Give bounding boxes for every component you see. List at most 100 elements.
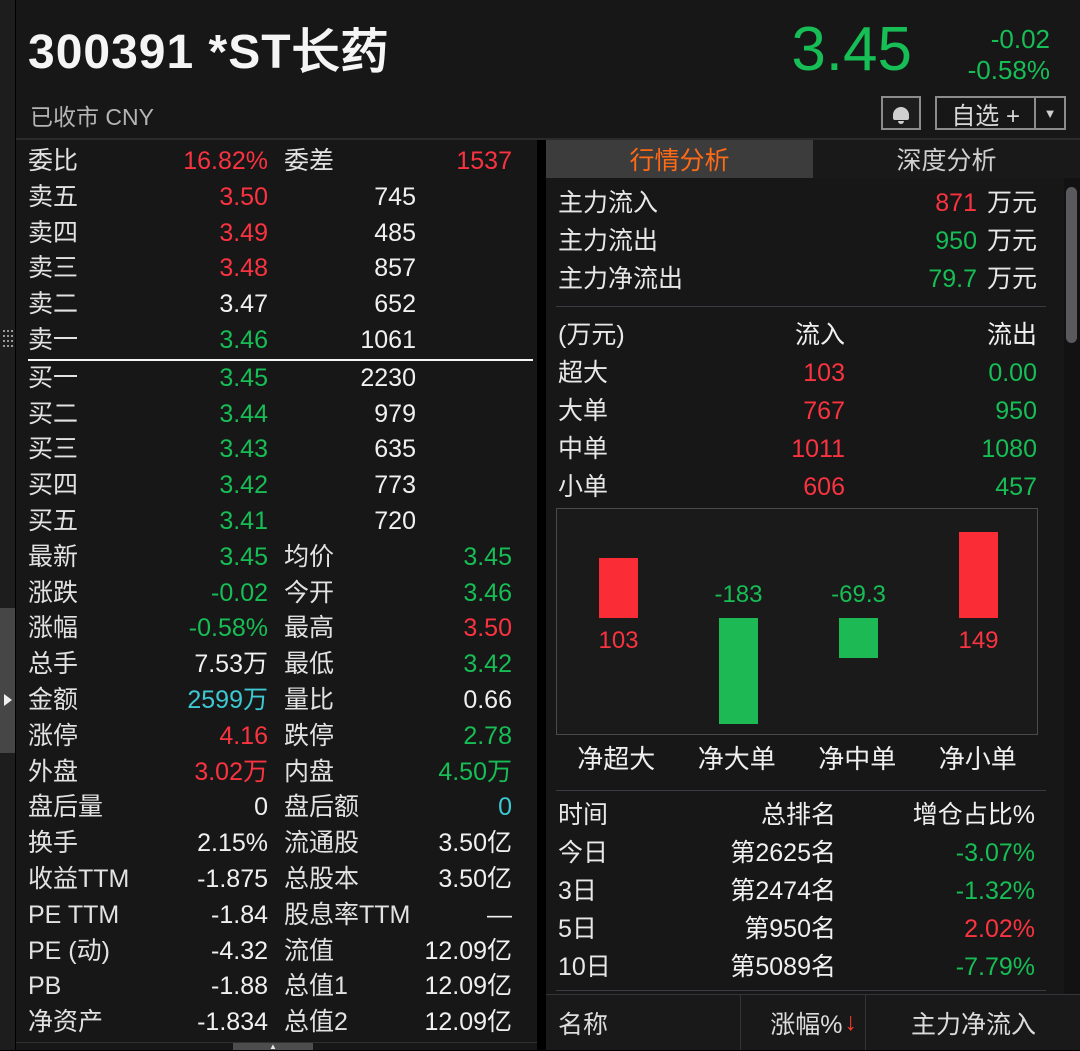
net-flow-bar-净超大	[599, 558, 638, 618]
stat-value: 3.50亿	[438, 829, 512, 858]
watchlist-button-group: 自选 + ▼	[935, 96, 1066, 130]
ask-volume: 857	[374, 254, 416, 283]
stat-row: 净资产 -1.834 总值2 12.09亿	[16, 1005, 537, 1041]
quote-rows: 委比 16.82% 委差 1537 卖五 3.50 745 卖四 3.49 485 卖三 3.48 85…	[16, 144, 537, 1041]
chevron-down-icon: ▼	[1043, 105, 1057, 121]
stat-label: 盘后额	[284, 793, 360, 822]
stat-value: -0.02	[211, 578, 268, 607]
column-change-pct[interactable]: 涨幅% ↓	[740, 995, 866, 1050]
order-size-label: 超大	[558, 359, 609, 387]
flow-unit: 万元	[987, 227, 1038, 255]
bell-icon	[893, 106, 910, 124]
ranking-rank: 第2625名	[730, 839, 836, 867]
main-flow-summary: 主力流入 871 万元 主力流出 950 万元 主力净流出 79.7 万元	[546, 184, 1040, 298]
stat-value: 3.45	[219, 542, 268, 571]
ranking-pct: -1.32%	[955, 877, 1035, 905]
header: 300391 *ST长药 已收市 CNY 3.45 -0.02 -0.58% 自…	[16, 0, 1080, 140]
sort-desc-arrow-icon: ↓	[844, 1008, 858, 1036]
stat-label: 盘后量	[28, 793, 104, 822]
orderbook-mid-separator	[28, 358, 533, 361]
ranking-rank: 第5089名	[730, 953, 836, 981]
stat-value: -0.58%	[188, 614, 268, 643]
ask-row: 卖四 3.49 485	[16, 216, 537, 252]
ask-volume: 652	[374, 290, 416, 319]
bid-price: 3.44	[219, 399, 268, 428]
net-flow-bar-value: 103	[598, 627, 639, 654]
bid-row: 买五 3.41 720	[16, 504, 537, 540]
ranking-table: 时间 总排名 增仓占比% 今日 第2625名 -3.07% 3日 第2474名 -1.32% 5日…	[546, 796, 1040, 986]
weibi-weicha-row: 委比 16.82% 委差 1537	[16, 144, 537, 180]
ask-level-label: 卖三	[28, 254, 79, 283]
quote-panel: 委比 16.82% 委差 1537 卖五 3.50 745 卖四 3.49 485 卖三 3.48 85…	[16, 140, 537, 1051]
watchlist-dropdown-button[interactable]: ▼	[1036, 96, 1066, 130]
bid-level-label: 买四	[28, 471, 79, 500]
inflow-value: 103	[803, 359, 845, 387]
stat-row: 涨幅 -0.58% 最高 3.50	[16, 611, 537, 647]
stat-label: 涨幅	[28, 614, 79, 643]
flow-unit: 万元	[987, 189, 1038, 217]
flow-table-row: 大单 767 950	[546, 392, 1040, 430]
stat-row: 涨停 4.16 跌停 2.78	[16, 719, 537, 755]
flow-breakdown-table: (万元) 流入 流出 超大 103 0.00 大单 767 950 中单 1011 1080 小单 606…	[546, 316, 1040, 506]
net-flow-bar-净大单	[719, 618, 758, 725]
collapse-panel-handle[interactable]: ▲	[233, 1043, 313, 1051]
ask-price: 3.46	[219, 325, 268, 354]
ask-volume: 485	[374, 218, 416, 247]
expand-panel-arrow-icon[interactable]	[4, 694, 12, 706]
alert-bell-button[interactable]	[881, 96, 922, 130]
ranking-row: 今日 第2625名 -3.07%	[546, 834, 1040, 872]
stat-value: 3.46	[463, 578, 512, 607]
stat-label: 均价	[284, 542, 335, 571]
tab-market-analysis[interactable]: 行情分析	[546, 140, 813, 178]
ask-row: 卖三 3.48 857	[16, 251, 537, 287]
stat-value: 0	[498, 793, 512, 822]
ask-level-label: 卖五	[28, 182, 79, 211]
stat-row: PE TTM -1.84 股息率TTM —	[16, 898, 537, 934]
ranking-header-pct: 增仓占比%	[912, 801, 1035, 829]
flow-value: 950	[935, 227, 977, 255]
stock-list-header: 名称 涨幅% ↓ 主力净流入	[546, 994, 1080, 1050]
outflow-value: 0.00	[988, 359, 1037, 387]
bar-category-label: 净大单	[697, 744, 776, 774]
add-watchlist-button[interactable]: 自选 +	[935, 96, 1036, 130]
bid-row: 买一 3.45 2230	[16, 361, 537, 397]
ask-level-label: 卖一	[28, 325, 79, 354]
column-main-net-inflow[interactable]: 主力净流入	[910, 1010, 1036, 1039]
price-change-pct: -0.58%	[967, 55, 1050, 85]
stat-row: 总手 7.53万 最低 3.42	[16, 647, 537, 683]
ask-row: 卖五 3.50 745	[16, 180, 537, 216]
stat-label: 流值	[284, 936, 335, 965]
stat-value: 0	[254, 793, 268, 822]
net-flow-bar-chart: 103 -183 -69.3 149	[556, 508, 1038, 735]
scrollbar-thumb[interactable]	[1066, 187, 1077, 343]
scrollbar-track[interactable]	[1064, 178, 1080, 994]
stat-value: —	[487, 900, 512, 929]
tab-depth-analysis[interactable]: 深度分析	[813, 140, 1080, 178]
flow-unit: 万元	[987, 265, 1038, 293]
ask-price: 3.50	[219, 182, 268, 211]
panel-splitter[interactable]	[0, 608, 15, 753]
bid-price: 3.41	[219, 506, 268, 535]
stat-value: 2599万	[187, 685, 268, 714]
analysis-tabbar: 行情分析 深度分析	[546, 140, 1080, 178]
flow-table-header-unit: (万元)	[558, 321, 625, 349]
stat-label: 最低	[284, 650, 335, 679]
stat-label: 最高	[284, 614, 335, 643]
flow-value: 871	[935, 189, 977, 217]
stat-value: 4.16	[219, 721, 268, 750]
order-size-label: 大单	[558, 397, 609, 425]
ranking-row: 10日 第5089名 -7.79%	[546, 948, 1040, 986]
flow-label: 主力净流出	[558, 265, 684, 293]
ranking-period: 3日	[558, 877, 597, 905]
stat-value: -1.834	[197, 1008, 268, 1037]
bid-volume: 773	[374, 471, 416, 500]
ranking-pct: -7.79%	[955, 953, 1035, 981]
ranking-header-rank: 总排名	[760, 801, 836, 829]
net-flow-bar-value: -183	[714, 581, 763, 608]
ranking-rank: 第950名	[744, 915, 836, 943]
net-flow-bar-净小单	[959, 531, 998, 618]
stat-value: 3.50亿	[438, 864, 512, 893]
column-name[interactable]: 名称	[558, 1010, 609, 1039]
panel-grip-handle[interactable]	[3, 330, 5, 332]
